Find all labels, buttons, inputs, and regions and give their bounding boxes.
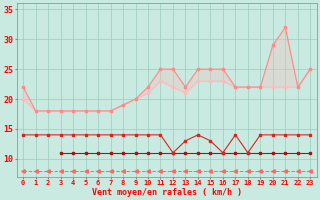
X-axis label: Vent moyen/en rafales ( km/h ): Vent moyen/en rafales ( km/h )	[92, 188, 242, 197]
